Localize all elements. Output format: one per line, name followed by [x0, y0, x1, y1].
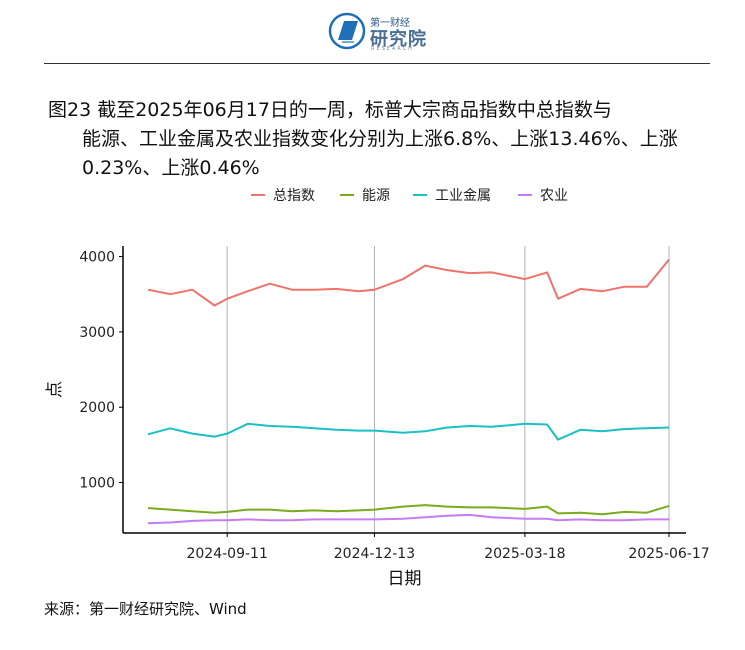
y-tick-label: 2000	[79, 400, 115, 416]
caption-line-1: 图23 截至2025年06月17日的一周，标普大宗商品指数中总指数与	[48, 99, 612, 121]
header-divider	[44, 63, 710, 64]
logo-sub-text: RESEARCH	[371, 46, 414, 52]
y-tick-label: 3000	[79, 325, 115, 341]
y-axis-title: 点	[45, 381, 65, 398]
legend-label: 总指数	[273, 188, 315, 204]
series-line-工业金属	[147, 422, 670, 441]
y-tick-label: 1000	[79, 476, 115, 492]
x-axis-title: 日期	[388, 569, 422, 589]
caption-line-rest: 能源、工业金属及农业指数变化分别为上涨6.8%、上涨13.46%、上涨0.23%…	[82, 128, 678, 179]
logo-main-text: 研究院	[370, 29, 427, 50]
logo-mark-icon	[328, 12, 366, 50]
y-tick-label: 4000	[79, 250, 115, 266]
brand-logo: 第一财经 研究院 RESEARCH	[328, 10, 438, 52]
legend-label: 工业金属	[435, 188, 491, 204]
figure-caption: 图23 截至2025年06月17日的一周，标普大宗商品指数中总指数与 能源、工业…	[48, 96, 728, 183]
legend-label: 农业	[540, 188, 568, 204]
x-tick-label: 2024-12-13	[334, 546, 415, 562]
x-tick-label: 2025-03-18	[484, 546, 565, 562]
series-line-农业	[147, 513, 669, 525]
x-tick-label: 2024-09-11	[186, 546, 267, 562]
legend-label: 能源	[362, 188, 390, 204]
series-line-总指数	[147, 258, 670, 307]
series-line-能源	[147, 504, 670, 516]
x-tick-label: 2025-06-17	[628, 546, 709, 562]
source-note: 来源：第一财经研究院、Wind	[44, 600, 247, 618]
logo-top-text: 第一财经	[370, 18, 410, 29]
